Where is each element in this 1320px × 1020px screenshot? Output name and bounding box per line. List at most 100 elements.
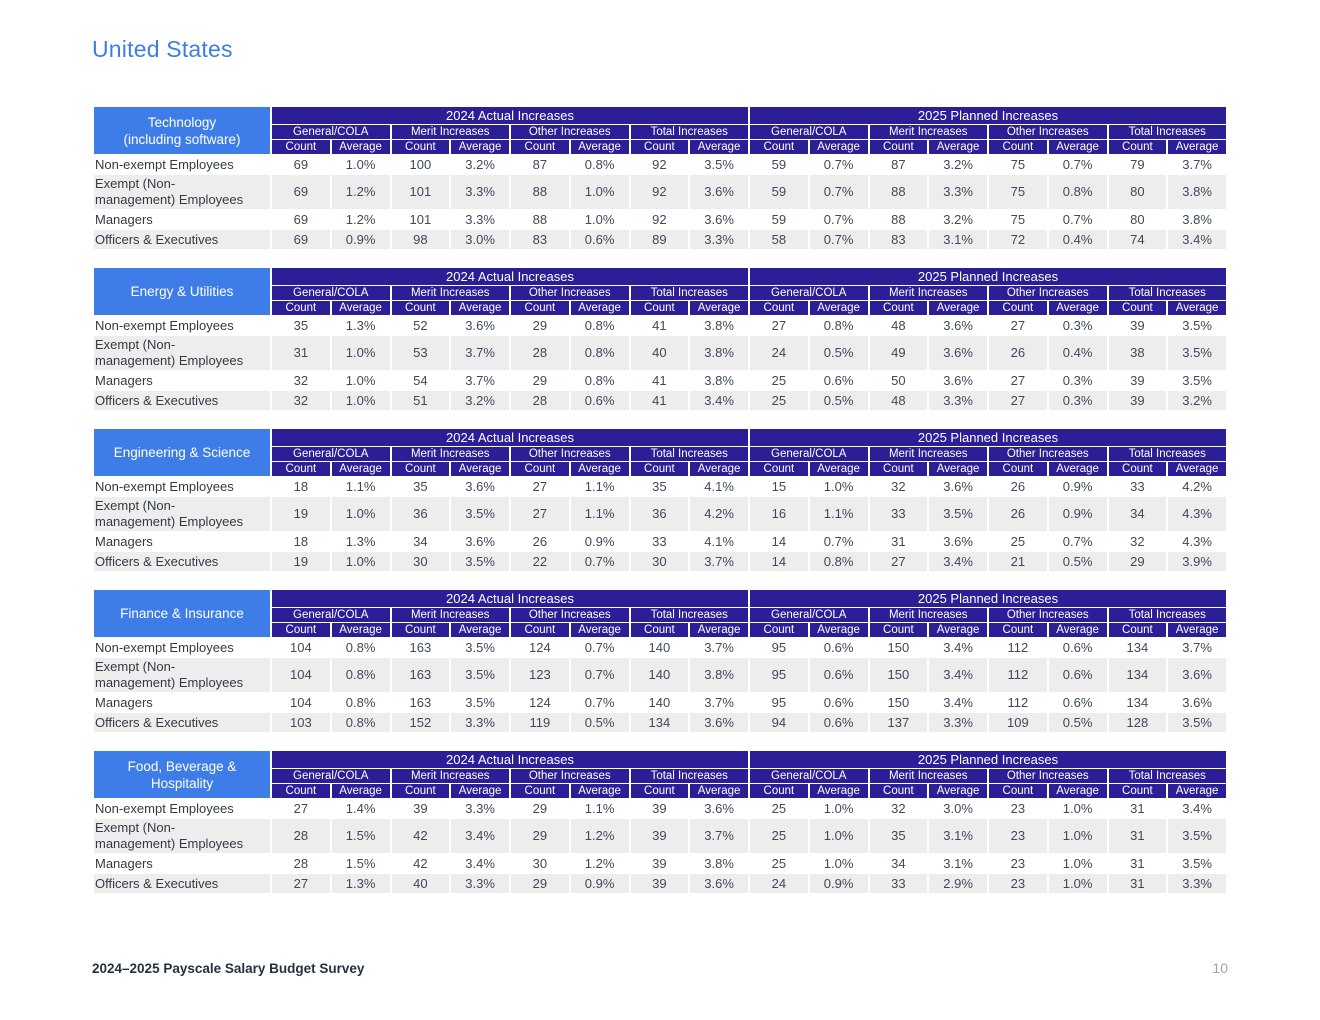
- value-cell: 0.6%: [1048, 693, 1107, 712]
- value-cell: 1.3%: [331, 874, 390, 893]
- value-cell: 79: [1108, 155, 1167, 174]
- value-cell: 1.0%: [331, 155, 390, 174]
- value-cell: 1.2%: [570, 819, 629, 853]
- average-header: Average: [570, 140, 629, 154]
- average-header: Average: [570, 623, 629, 637]
- value-cell: 75: [989, 155, 1047, 174]
- value-cell: 4.2%: [1168, 477, 1226, 496]
- subgroup-row: General/COLA Merit Increases Other Increas…: [94, 447, 1226, 461]
- count-header: Count: [511, 140, 569, 154]
- value-cell: 14: [750, 552, 808, 571]
- value-cell: 80: [1108, 175, 1167, 209]
- count-header: Count: [511, 784, 569, 798]
- value-cell: 0.4%: [1048, 336, 1107, 370]
- average-header: Average: [1168, 462, 1226, 476]
- value-cell: 0.3%: [1048, 391, 1107, 410]
- value-cell: 3.9%: [1168, 552, 1226, 571]
- value-cell: 3.4%: [451, 854, 509, 873]
- value-cell: 33: [869, 497, 928, 531]
- industry-table: Engineering & Science 2024 Actual Increa…: [92, 428, 1228, 572]
- value-cell: 25: [750, 819, 808, 853]
- subgroup-header: Other Increases: [511, 125, 629, 139]
- subgroup-header: Merit Increases: [869, 286, 987, 300]
- subgroup-header: Merit Increases: [869, 608, 987, 622]
- subgroup-header: General/COLA: [750, 769, 868, 783]
- value-cell: 27: [511, 477, 569, 496]
- value-cell: 3.5%: [451, 552, 509, 571]
- average-header: Average: [331, 784, 390, 798]
- industry-header: Finance & Insurance: [94, 590, 270, 637]
- subgroup-header: Other Increases: [989, 447, 1107, 461]
- row-label: Exempt (Non- management) Employees: [94, 336, 270, 370]
- value-cell: 0.6%: [809, 693, 868, 712]
- value-cell: 140: [630, 693, 689, 712]
- subgroup-header: General/COLA: [272, 286, 390, 300]
- value-cell: 163: [391, 638, 450, 657]
- group-2025-header: 2025 Planned Increases: [750, 429, 1226, 446]
- value-cell: 28: [511, 391, 569, 410]
- value-cell: 0.6%: [570, 391, 629, 410]
- count-header: Count: [630, 462, 689, 476]
- value-cell: 75: [989, 175, 1047, 209]
- count-header: Count: [750, 140, 808, 154]
- subgroup-header: Merit Increases: [869, 769, 987, 783]
- subgroup-header: Total Increases: [630, 286, 748, 300]
- value-cell: 53: [391, 336, 450, 370]
- value-cell: 18: [272, 477, 330, 496]
- table-row: Managers 32 1.0% 54 3.7% 29 0.8% 41 3.8% 25 0.6% 50…: [94, 371, 1226, 390]
- subgroup-header: Other Increases: [511, 286, 629, 300]
- value-cell: 3.2%: [451, 391, 509, 410]
- row-label: Exempt (Non- management) Employees: [94, 819, 270, 853]
- average-header: Average: [570, 301, 629, 315]
- table-body: Non-exempt Employees 27 1.4% 39 3.3% 29 1.1% 39…: [94, 799, 1226, 893]
- value-cell: 83: [869, 230, 928, 249]
- value-cell: 0.8%: [570, 316, 629, 335]
- row-label: Officers & Executives: [94, 713, 270, 732]
- value-cell: 1.4%: [331, 799, 390, 818]
- value-cell: 0.8%: [331, 638, 390, 657]
- count-header: Count: [750, 784, 808, 798]
- value-cell: 3.6%: [1168, 658, 1226, 692]
- table-row: Non-exempt Employees 18 1.1% 35 3.6% 27 1.1% 35…: [94, 477, 1226, 496]
- tables: Technology (including software) 2024 Act…: [92, 106, 1228, 911]
- value-cell: 3.3%: [451, 874, 509, 893]
- value-cell: 3.5%: [1168, 713, 1226, 732]
- count-header: Count: [391, 623, 450, 637]
- value-cell: 3.0%: [451, 230, 509, 249]
- value-cell: 0.5%: [809, 391, 868, 410]
- value-cell: 3.4%: [929, 658, 987, 692]
- value-cell: 29: [511, 371, 569, 390]
- table-row: Non-exempt Employees 69 1.0% 100 3.2% 87 0.8% 9…: [94, 155, 1226, 174]
- subgroup-header: Merit Increases: [391, 125, 509, 139]
- value-cell: 24: [750, 336, 808, 370]
- count-average-row: Count Average Count Average Count Average Coun…: [94, 623, 1226, 637]
- value-cell: 35: [272, 316, 330, 335]
- value-cell: 88: [869, 210, 928, 229]
- subgroup-header: Other Increases: [511, 447, 629, 461]
- count-header: Count: [869, 462, 928, 476]
- table-row: Officers & Executives 69 0.9% 98 3.0% 83 0.6% 8…: [94, 230, 1226, 249]
- value-cell: 3.1%: [929, 230, 987, 249]
- subgroup-header: Merit Increases: [869, 447, 987, 461]
- value-cell: 26: [989, 477, 1047, 496]
- group-2025-header: 2025 Planned Increases: [750, 107, 1226, 124]
- value-cell: 0.7%: [570, 658, 629, 692]
- table-row: Non-exempt Employees 35 1.3% 52 3.6% 29 0.8% 41…: [94, 316, 1226, 335]
- value-cell: 3.5%: [1168, 316, 1226, 335]
- table-row: Managers 18 1.3% 34 3.6% 26 0.9% 33 4.1% 14 0.7% 31…: [94, 532, 1226, 551]
- value-cell: 1.1%: [809, 497, 868, 531]
- average-header: Average: [570, 462, 629, 476]
- value-cell: 25: [750, 854, 808, 873]
- value-cell: 42: [391, 819, 450, 853]
- value-cell: 94: [750, 713, 808, 732]
- value-cell: 140: [630, 638, 689, 657]
- value-cell: 0.9%: [1048, 497, 1107, 531]
- value-cell: 87: [511, 155, 569, 174]
- value-cell: 54: [391, 371, 450, 390]
- value-cell: 3.7%: [1168, 155, 1226, 174]
- value-cell: 3.5%: [690, 155, 748, 174]
- average-header: Average: [1048, 462, 1107, 476]
- value-cell: 163: [391, 693, 450, 712]
- subgroup-header: Merit Increases: [391, 447, 509, 461]
- value-cell: 3.8%: [690, 336, 748, 370]
